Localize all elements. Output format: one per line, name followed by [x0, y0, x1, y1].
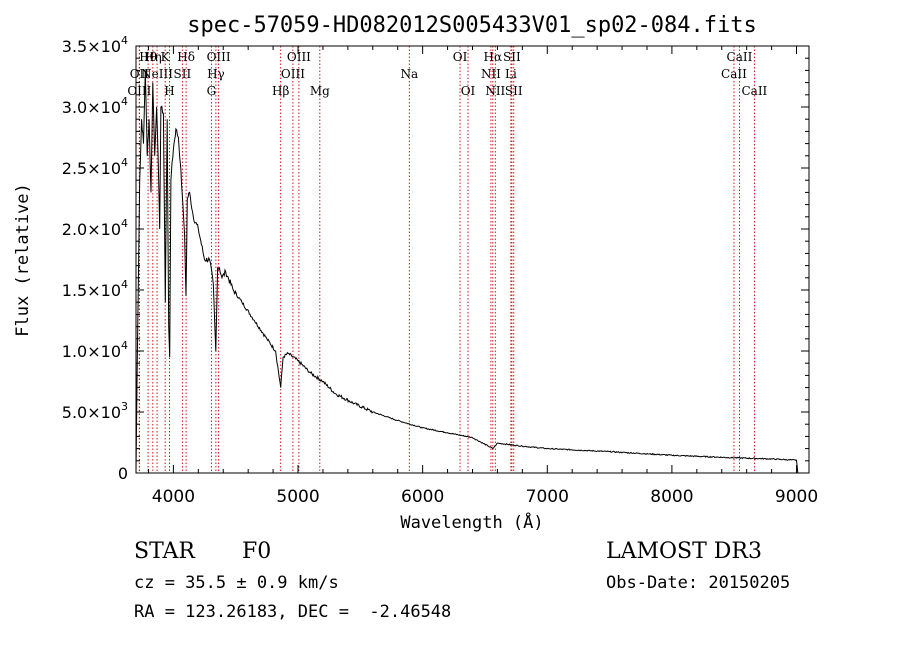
line-label-CaII: CaII — [741, 84, 767, 98]
y-axis-label: Flux (relative) — [13, 183, 33, 337]
object-class: STAR — [134, 539, 195, 564]
line-label-K: K — [161, 50, 171, 64]
spectrum-series — [135, 70, 799, 474]
line-label-OIII: OIII — [281, 67, 305, 81]
y-tick-label: 3.5×104 — [62, 34, 128, 56]
line-label-SII: SII — [505, 84, 523, 98]
line-label-Hη: Hη — [144, 50, 162, 64]
y-axis-ticks: 0 5.0×103 1.0×104 1.5×104 2.0×104 2.5×104 3.0×… — [62, 34, 809, 483]
line-label-G: G — [207, 84, 217, 98]
x-tick-label: 8000 — [650, 487, 693, 507]
line-label-Li: Li — [505, 67, 517, 81]
line-label-Hγ: Hγ — [207, 67, 225, 81]
y-tick-label: 1.5×104 — [62, 278, 128, 300]
line-label-Hδ: Hδ — [177, 50, 195, 64]
line-label-SII: SII — [174, 67, 192, 81]
line-label-OIII: OIII — [127, 84, 151, 98]
object-subclass: F0 — [242, 539, 272, 564]
chart-title: spec-57059-HD082012S005433V01_sp02-084.f… — [187, 13, 757, 38]
x-axis-ticks: 4000 5000 6000 7000 8000 9000 — [147, 46, 818, 507]
emission-line-markers — [138, 46, 755, 473]
plot-frame — [135, 45, 810, 474]
x-tick-label: 6000 — [401, 487, 444, 507]
line-label-Hβ: Hβ — [272, 84, 289, 98]
line-label-Mg: Mg — [310, 84, 330, 98]
line-label-CaII: CaII — [721, 67, 747, 81]
line-label-OIII: OIII — [287, 50, 311, 64]
y-tick-label: 1.0×104 — [62, 339, 128, 361]
x-tick-label: 4000 — [152, 487, 195, 507]
line-label-H: H — [164, 84, 174, 98]
line-label-Hα: Hα — [484, 50, 503, 64]
x-axis-label: Wavelength (Å) — [400, 511, 543, 533]
line-label-OI: OI — [453, 50, 468, 64]
observation-date: Obs-Date: 20150205 — [606, 573, 791, 593]
x-tick-label: 5000 — [276, 487, 319, 507]
y-tick-label: 2.5×104 — [62, 156, 128, 178]
y-tick-label: 3.0×104 — [62, 95, 128, 117]
line-label-NII: NII — [485, 84, 505, 98]
x-tick-label: 9000 — [775, 487, 818, 507]
y-tick-label: 5.0×103 — [62, 400, 128, 422]
line-label-Na: Na — [400, 67, 418, 81]
line-label-OII: OII — [130, 67, 150, 81]
line-label-NeIII: NeIII — [141, 67, 173, 81]
y-tick-label: 2.0×104 — [62, 217, 128, 239]
line-label-OI: OI — [461, 84, 476, 98]
line-label-OIII: OIII — [207, 50, 231, 64]
coordinates: RA = 123.26183, DEC = -2.46548 — [134, 602, 452, 622]
redshift-velocity: cz = 35.5 ± 0.9 km/s — [134, 573, 339, 593]
line-label-SII: SII — [503, 50, 521, 64]
survey-name: LAMOST DR3 — [606, 539, 762, 564]
x-tick-label: 7000 — [526, 487, 569, 507]
line-label-CaII: CaII — [727, 50, 753, 64]
y-tick-label: 0 — [118, 464, 128, 483]
line-label-NII: NII — [481, 67, 501, 81]
line-label-Hθ: Hθ — [139, 50, 157, 64]
